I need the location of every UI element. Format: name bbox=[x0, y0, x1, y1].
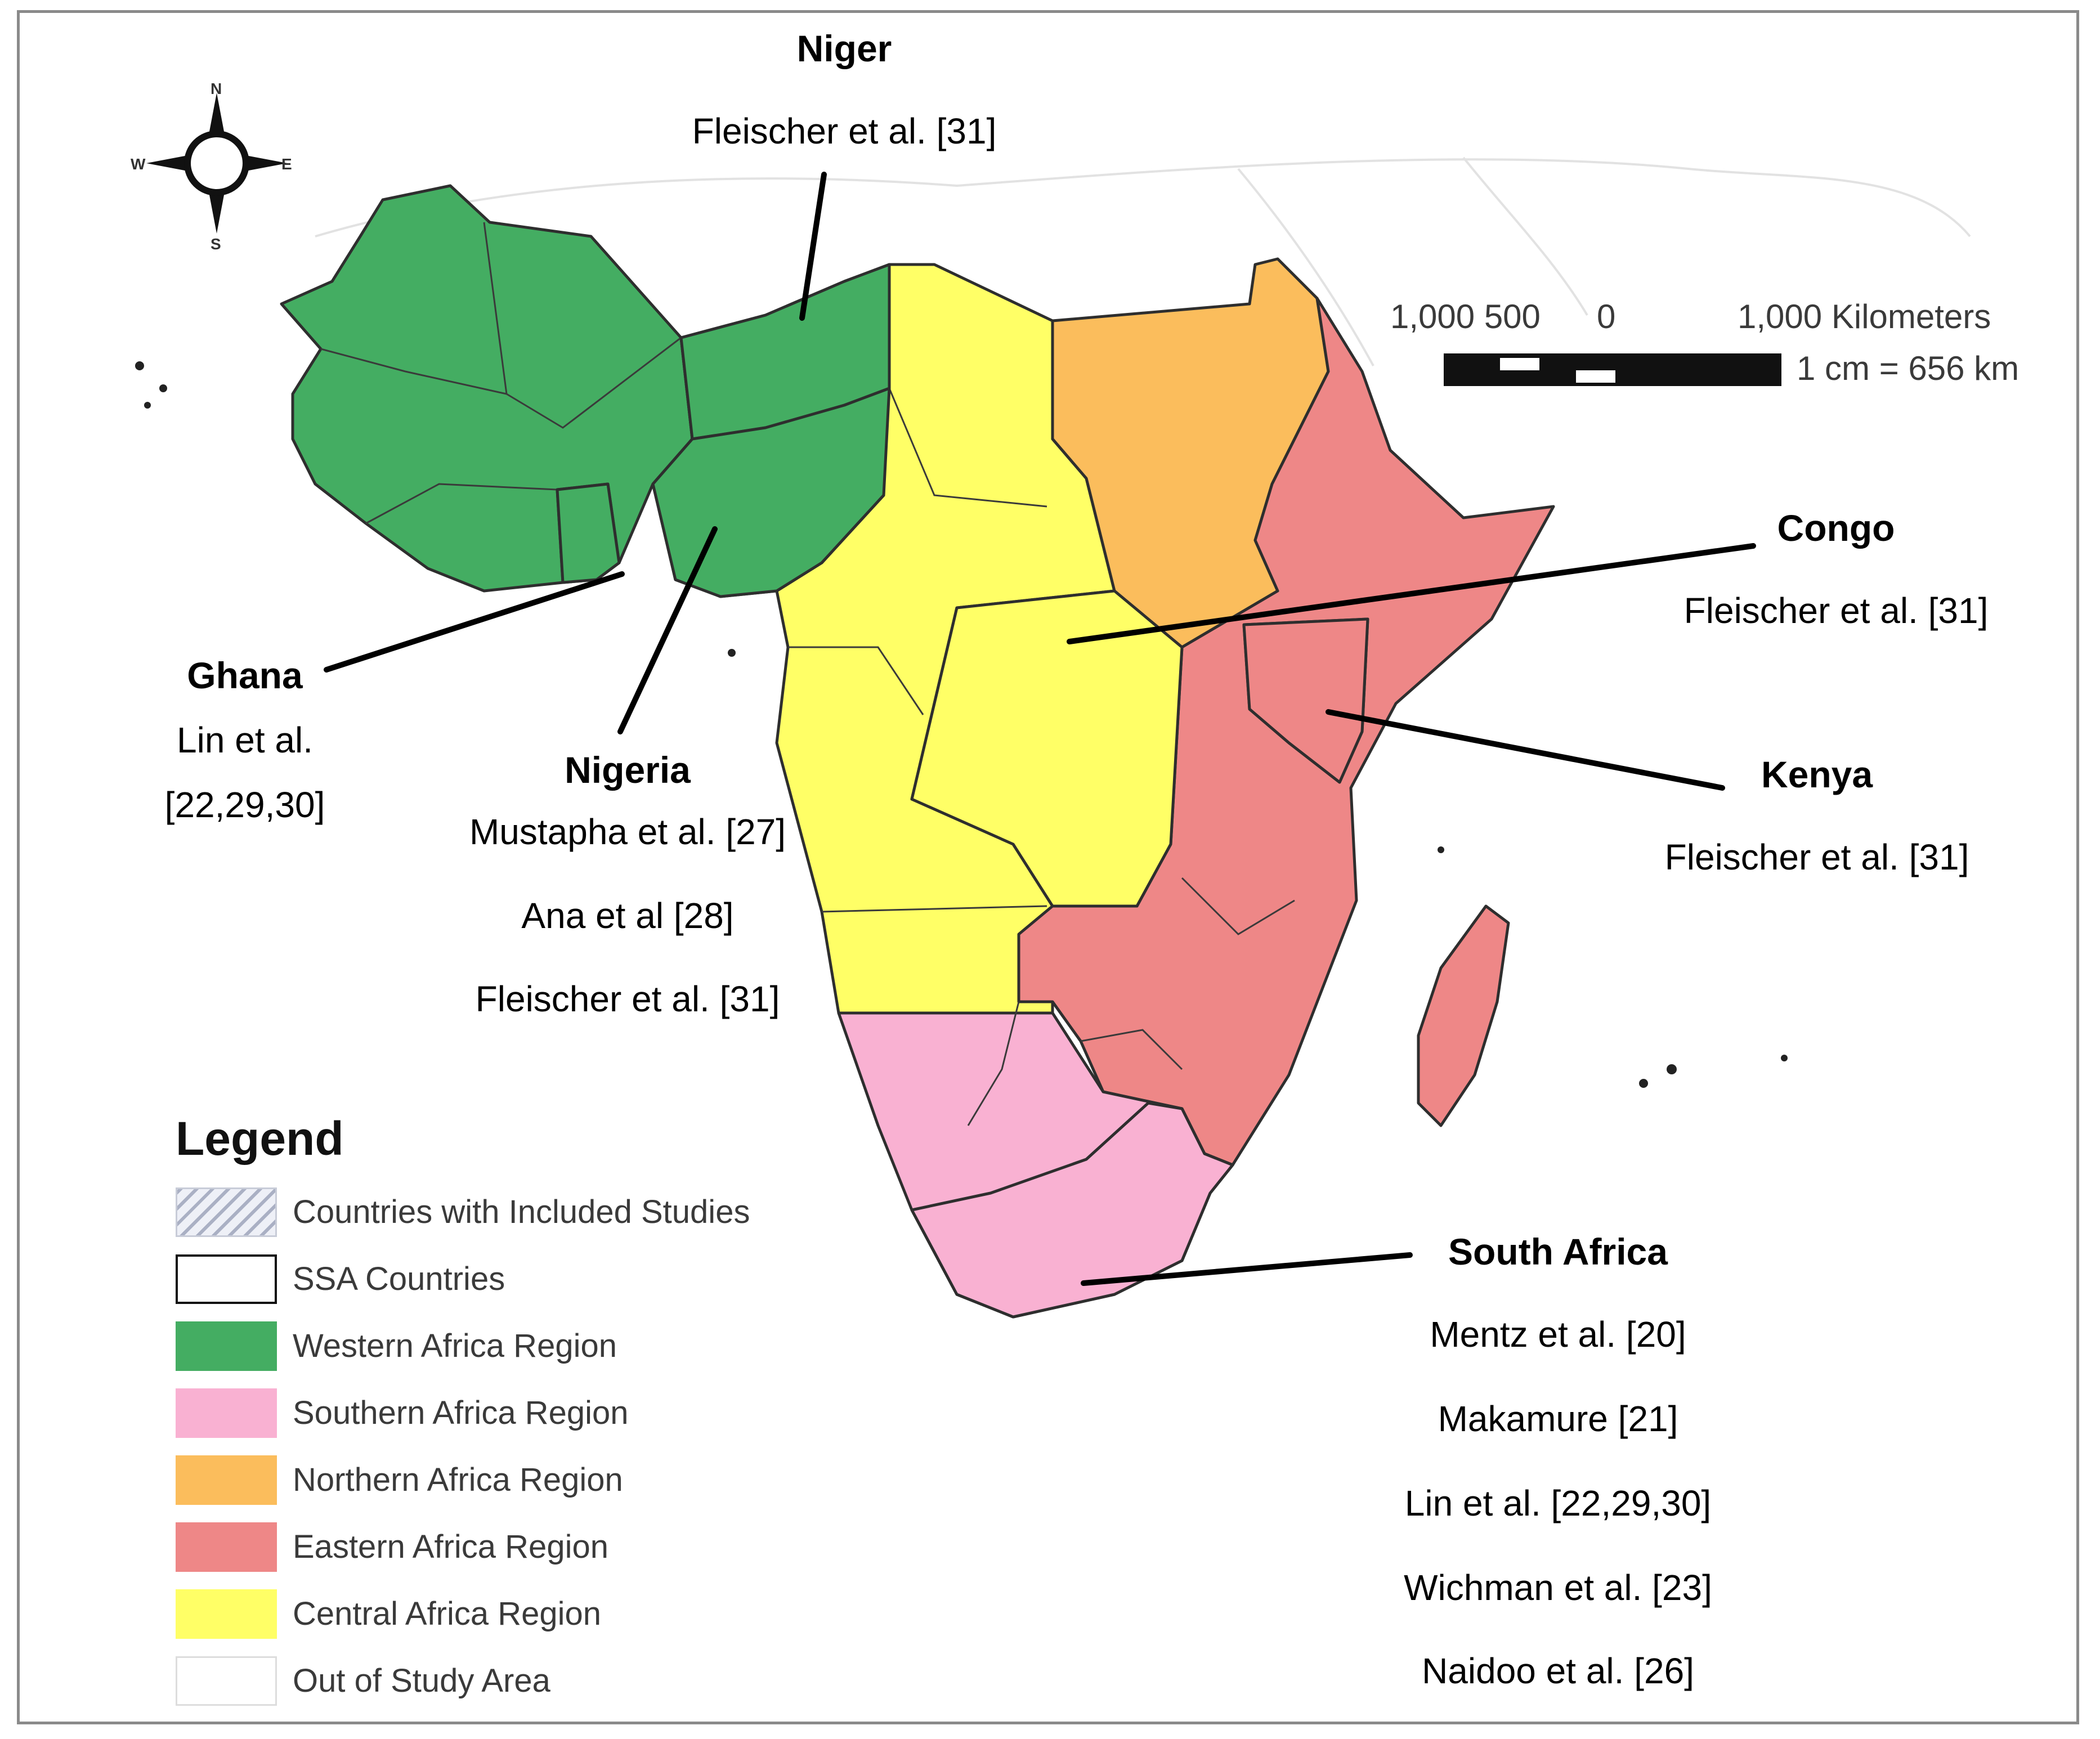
annotation-kenya-citation: Fleischer et al. [31] bbox=[1664, 837, 1969, 877]
annotation-ghana-citation-2: [22,29,30] bbox=[164, 785, 325, 825]
legend-item: Central Africa Region bbox=[176, 1589, 851, 1641]
compass-south-label: S bbox=[211, 235, 221, 253]
compass-north-label: N bbox=[211, 80, 222, 97]
legend-title: Legend bbox=[176, 1112, 344, 1165]
legend-label: Out of Study Area bbox=[293, 1662, 550, 1699]
leader-line-kenya bbox=[1326, 709, 1725, 791]
annotation-south-africa-citation-2: Makamure [21] bbox=[1438, 1399, 1678, 1439]
legend-item: SSA Countries bbox=[176, 1254, 851, 1306]
legend-label: Western Africa Region bbox=[293, 1328, 617, 1364]
annotation-kenya-name: Kenya bbox=[1761, 754, 1873, 795]
annotation-south-africa-name: South Africa bbox=[1448, 1231, 1668, 1272]
annotation-south-africa-citation-1: Mentz et al. [20] bbox=[1430, 1314, 1686, 1355]
legend-swatch bbox=[176, 1455, 277, 1505]
legend-label: Countries with Included Studies bbox=[293, 1194, 750, 1230]
legend-swatch bbox=[176, 1187, 277, 1237]
compass-east-label: E bbox=[281, 155, 292, 173]
out-of-study-outline bbox=[315, 158, 1971, 237]
annotation-congo-citation: Fleischer et al. [31] bbox=[1683, 590, 1989, 631]
scale-bar-distance-labels: 1,000 500 0 1,000 Kilometers bbox=[1390, 298, 1991, 335]
leader-lines bbox=[324, 172, 1756, 1286]
legend-swatch bbox=[176, 1254, 277, 1304]
leader-line-niger bbox=[799, 172, 827, 321]
legend-item: Out of Study Area bbox=[176, 1656, 851, 1708]
compass-rose bbox=[146, 93, 287, 234]
legend-item: Northern Africa Region bbox=[176, 1455, 851, 1507]
leader-line-congo bbox=[1067, 543, 1756, 644]
madagascar-island bbox=[1417, 904, 1510, 1127]
annotation-nigeria-citation-3: Fleischer et al. [31] bbox=[475, 979, 780, 1019]
legend-swatch bbox=[176, 1589, 277, 1639]
leader-line-ghana bbox=[324, 571, 625, 673]
annotation-niger-name: Niger bbox=[796, 28, 892, 69]
legend-swatch bbox=[176, 1388, 277, 1438]
legend-item: Countries with Included Studies bbox=[176, 1187, 851, 1239]
legend-item: Western Africa Region bbox=[176, 1321, 851, 1373]
annotation-congo-name: Congo bbox=[1777, 507, 1895, 549]
legend-item: Southern Africa Region bbox=[176, 1388, 851, 1440]
scale-bar bbox=[1444, 353, 1781, 386]
annotation-nigeria-name: Nigeria bbox=[565, 749, 691, 791]
legend-label: Southern Africa Region bbox=[293, 1395, 629, 1431]
annotation-nigeria-citation-1: Mustapha et al. [27] bbox=[469, 812, 786, 852]
legend-label: Northern Africa Region bbox=[293, 1462, 623, 1498]
annotation-ghana-citation-1: Lin et al. bbox=[177, 720, 313, 760]
leader-line-south-africa bbox=[1081, 1252, 1413, 1286]
annotation-south-africa-citation-3: Lin et al. [22,29,30] bbox=[1404, 1483, 1712, 1523]
leader-line-nigeria bbox=[617, 526, 718, 734]
legend-label: Eastern Africa Region bbox=[293, 1529, 608, 1565]
out-of-study-outline-2 bbox=[1237, 156, 1588, 366]
legend-swatch bbox=[176, 1321, 277, 1371]
annotation-south-africa-citation-4: Wichman et al. [23] bbox=[1404, 1567, 1712, 1608]
annotation-south-africa-citation-5: Naidoo et al. [26] bbox=[1422, 1651, 1694, 1691]
legend-swatch bbox=[176, 1656, 277, 1706]
internal-borders bbox=[320, 222, 1295, 1126]
scale-bar-ratio-label: 1 cm = 656 km bbox=[1797, 349, 2020, 387]
annotation-niger-citation: Fleischer et al. [31] bbox=[692, 111, 997, 151]
annotation-ghana-name: Ghana bbox=[187, 655, 303, 696]
annotation-nigeria-citation-2: Ana et al [28] bbox=[521, 895, 734, 936]
island-dots bbox=[135, 361, 1788, 1088]
legend-label: Central Africa Region bbox=[293, 1595, 602, 1632]
legend-label: SSA Countries bbox=[293, 1261, 505, 1297]
legend-swatch bbox=[176, 1522, 277, 1572]
compass-west-label: W bbox=[131, 155, 146, 173]
legend-item: Eastern Africa Region bbox=[176, 1522, 851, 1574]
